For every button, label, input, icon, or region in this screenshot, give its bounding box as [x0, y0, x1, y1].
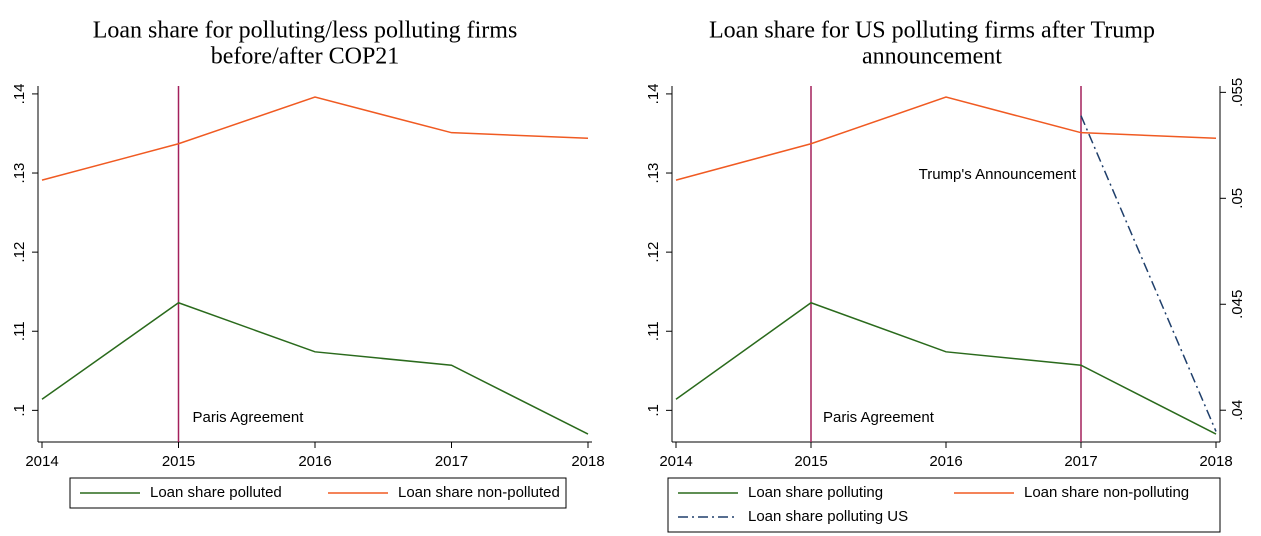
x-tick-label: 2016: [929, 453, 962, 470]
y2-tick-label: .05: [1229, 188, 1246, 209]
y-tick-label: .14: [11, 83, 28, 104]
y-tick-label: .11: [645, 321, 662, 341]
legend-label: Loan share non-polluting: [1024, 484, 1189, 501]
chart-title: announcement: [862, 44, 1002, 70]
x-tick-label: 2015: [794, 453, 827, 470]
legend-label: Loan share non-polluted: [398, 484, 560, 501]
legend-label: Loan share polluted: [150, 484, 282, 501]
y-tick-label: .1: [11, 404, 28, 417]
series-line: [41, 96, 589, 181]
y-tick-label: .11: [11, 321, 28, 341]
legend-label: Loan share polluting: [748, 484, 883, 501]
x-tick-label: 2018: [571, 453, 604, 470]
series-line: [675, 301, 1217, 435]
chart-title: Loan share for US polluting firms after …: [709, 18, 1155, 44]
annotation-label: Paris Agreement: [193, 409, 305, 426]
x-tick-label: 2017: [1064, 453, 1097, 470]
x-tick-label: 2014: [25, 453, 58, 470]
legend-label: Loan share polluting US: [748, 508, 908, 525]
x-tick-label: 2018: [1199, 453, 1232, 470]
y-tick-label: .13: [11, 163, 28, 184]
chart-title: Loan share for polluting/less polluting …: [93, 18, 518, 44]
y-tick-label: .1: [645, 404, 662, 417]
legend-box: [69, 477, 567, 509]
y2-tick-label: .045: [1229, 290, 1246, 319]
y2-tick-label: .055: [1229, 78, 1246, 107]
series-line: [41, 301, 589, 435]
x-tick-label: 2017: [435, 453, 468, 470]
y-tick-label: .12: [11, 242, 28, 263]
legend-box: [667, 477, 1221, 533]
series-line: [1080, 115, 1217, 432]
x-tick-label: 2015: [162, 453, 195, 470]
x-tick-label: 2014: [659, 453, 692, 470]
y-tick-label: .12: [645, 242, 662, 263]
series-line: [675, 96, 1217, 181]
annotation-label: Paris Agreement: [823, 409, 935, 426]
y-tick-label: .13: [645, 163, 662, 184]
annotation-label: Trump's Announcement: [919, 166, 1077, 183]
y-tick-label: .14: [645, 83, 662, 104]
y2-tick-label: .04: [1229, 400, 1246, 421]
x-tick-label: 2016: [298, 453, 331, 470]
chart-title: before/after COP21: [211, 44, 400, 70]
